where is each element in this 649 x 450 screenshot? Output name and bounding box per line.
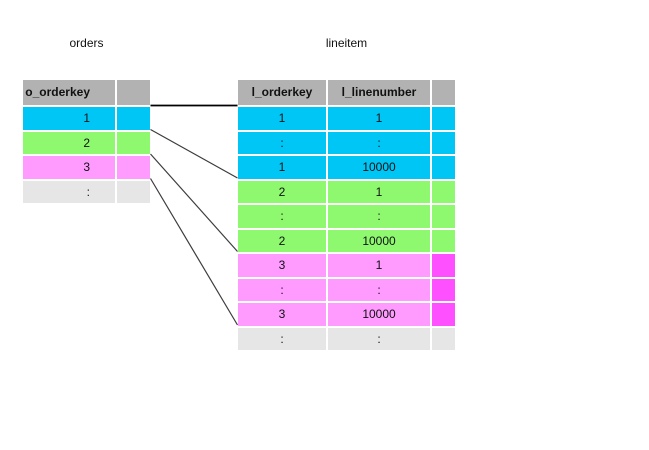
- row-color-tag: [432, 327, 455, 350]
- lineitem-cell-orderkey: 1: [238, 107, 326, 130]
- lineitem-table-title: lineitem: [325, 36, 368, 50]
- lineitem-cell-orderkey: 2: [238, 229, 326, 252]
- lineitem-cell-orderkey: 3: [238, 254, 326, 277]
- lineitem-cell-linenumber: 1: [328, 180, 430, 203]
- orders-cell-value: 1: [23, 107, 115, 130]
- row-color-tag: [432, 278, 455, 301]
- join-line-order3: [149, 178, 239, 326]
- lineitem-cell-linenumber: :: [328, 131, 430, 154]
- orders-cell-value: :: [23, 180, 115, 203]
- lineitem-cell-linenumber: 1: [328, 254, 430, 277]
- table-row: 3 10000: [238, 303, 455, 326]
- table-row: 2: [23, 131, 150, 154]
- row-color-tag: [432, 205, 455, 228]
- row-color-tag: [432, 107, 455, 130]
- lineitem-cell-linenumber: :: [328, 205, 430, 228]
- row-color-tag: [432, 303, 455, 326]
- table-row: : :: [238, 327, 455, 350]
- row-color-tag: [432, 156, 455, 179]
- orders-header-cell-tag: [117, 80, 150, 105]
- row-color-tag: [432, 131, 455, 154]
- lineitem-header-cell-tag: [432, 80, 455, 105]
- lineitem-cell-orderkey: 1: [238, 156, 326, 179]
- orders-header-row: o_orderkey: [23, 80, 150, 105]
- table-row: 1 1: [238, 107, 455, 130]
- row-color-tag: [117, 180, 150, 203]
- table-row: : :: [238, 205, 455, 228]
- lineitem-header-cell-l-linenumber: l_linenumber: [328, 80, 430, 105]
- table-row: 3: [23, 156, 150, 179]
- lineitem-cell-linenumber: :: [328, 327, 430, 350]
- table-row: 2 1: [238, 180, 455, 203]
- lineitem-header-cell-l-orderkey: l_orderkey: [238, 80, 326, 105]
- lineitem-cell-linenumber: 1: [328, 107, 430, 130]
- orders-table: o_orderkey 1 2 3 :: [23, 80, 150, 205]
- row-color-tag: [432, 254, 455, 277]
- lineitem-cell-linenumber: 10000: [328, 229, 430, 252]
- orders-cell-value: 2: [23, 131, 115, 154]
- row-color-tag: [432, 180, 455, 203]
- lineitem-header-row: l_orderkey l_linenumber: [238, 80, 455, 105]
- table-row: :: [23, 180, 150, 203]
- lineitem-cell-orderkey: 2: [238, 180, 326, 203]
- table-row: : :: [238, 278, 455, 301]
- lineitem-cell-orderkey: :: [238, 205, 326, 228]
- lineitem-cell-orderkey: 3: [238, 303, 326, 326]
- lineitem-cell-linenumber: 10000: [328, 156, 430, 179]
- row-color-tag: [117, 131, 150, 154]
- lineitem-cell-orderkey: :: [238, 278, 326, 301]
- table-row: : :: [238, 131, 455, 154]
- row-color-tag: [117, 156, 150, 179]
- lineitem-cell-linenumber: :: [328, 278, 430, 301]
- join-line-order2: [150, 153, 238, 252]
- table-row: 1: [23, 107, 150, 130]
- table-row: 2 10000: [238, 229, 455, 252]
- join-line-order1: [150, 128, 238, 179]
- lineitem-cell-orderkey: :: [238, 131, 326, 154]
- row-color-tag: [117, 107, 150, 130]
- orders-table-title: orders: [69, 36, 104, 50]
- table-row: 1 10000: [238, 156, 455, 179]
- orders-cell-value: 3: [23, 156, 115, 179]
- lineitem-cell-orderkey: :: [238, 327, 326, 350]
- lineitem-cell-linenumber: 10000: [328, 303, 430, 326]
- row-color-tag: [432, 229, 455, 252]
- table-row: 3 1: [238, 254, 455, 277]
- orders-header-cell-o-orderkey: o_orderkey: [23, 80, 115, 105]
- lineitem-table: l_orderkey l_linenumber 1 1 : : 1 10000 …: [238, 80, 455, 352]
